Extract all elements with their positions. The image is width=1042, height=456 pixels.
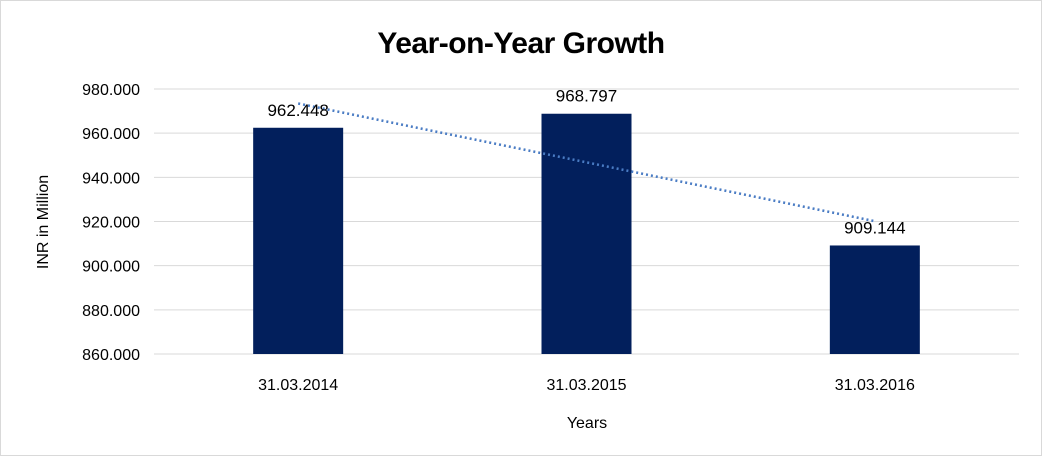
trendline-line <box>297 102 876 223</box>
y-tick-label: 900.000 <box>82 259 140 276</box>
data-labels: 962.448 968.797 909.144 <box>267 87 905 238</box>
y-tick-label: 960.000 <box>82 126 140 143</box>
x-tick-label: 31.03.2016 <box>835 377 915 394</box>
y-tick-label: 860.000 <box>82 347 140 364</box>
y-axis-ticks: 860.000 880.000 900.000 920.000 940.000 960.0… <box>82 82 140 364</box>
bar-31.03.2015 <box>541 113 632 354</box>
data-label: 909.144 <box>844 218 905 237</box>
x-axis-title: Years <box>567 415 607 432</box>
y-tick-label: 940.000 <box>82 170 140 187</box>
data-label: 962.448 <box>267 101 328 120</box>
x-tick-label: 31.03.2014 <box>258 377 338 394</box>
chart-title: Year-on-Year Growth <box>377 27 664 60</box>
y-tick-label: 920.000 <box>82 215 140 232</box>
y-tick-label: 980.000 <box>82 82 140 99</box>
x-tick-label: 31.03.2015 <box>546 377 626 394</box>
y-tick-label: 880.000 <box>82 303 140 320</box>
trendline <box>297 102 876 223</box>
bar-31.03.2014 <box>253 127 344 354</box>
x-axis-ticks: 31.03.2014 31.03.2015 31.03.2016 <box>258 377 915 394</box>
data-label: 968.797 <box>556 87 617 106</box>
y-axis-title: INR in Million <box>35 175 52 269</box>
bars <box>253 113 920 354</box>
bar-31.03.2016 <box>829 245 920 354</box>
